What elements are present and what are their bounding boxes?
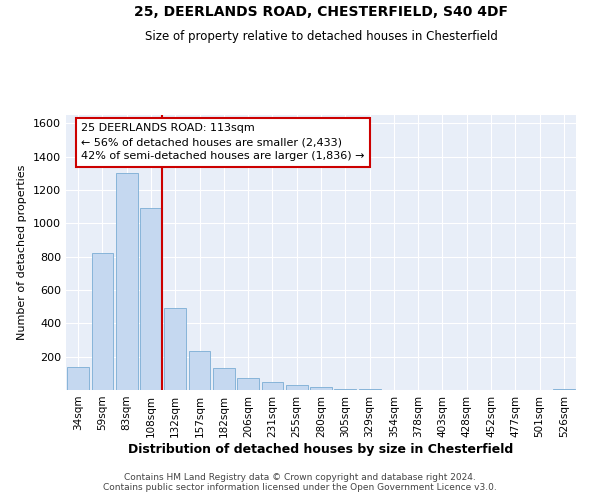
Bar <box>310 386 332 390</box>
Bar <box>116 174 137 390</box>
Bar <box>188 351 211 390</box>
Bar <box>553 388 575 390</box>
Text: 25 DEERLANDS ROAD: 113sqm
← 56% of detached houses are smaller (2,433)
42% of se: 25 DEERLANDS ROAD: 113sqm ← 56% of detac… <box>82 123 365 161</box>
Bar <box>334 388 356 390</box>
Bar <box>140 208 162 390</box>
Y-axis label: Number of detached properties: Number of detached properties <box>17 165 28 340</box>
Bar <box>359 388 380 390</box>
Text: Size of property relative to detached houses in Chesterfield: Size of property relative to detached ho… <box>145 30 497 43</box>
Bar <box>164 308 186 390</box>
Text: Distribution of detached houses by size in Chesterfield: Distribution of detached houses by size … <box>128 442 514 456</box>
Bar <box>91 254 113 390</box>
Bar <box>67 366 89 390</box>
Bar <box>237 378 259 390</box>
Text: 25, DEERLANDS ROAD, CHESTERFIELD, S40 4DF: 25, DEERLANDS ROAD, CHESTERFIELD, S40 4D… <box>134 5 508 19</box>
Bar <box>262 382 283 390</box>
Bar <box>286 385 308 390</box>
Text: Contains public sector information licensed under the Open Government Licence v3: Contains public sector information licen… <box>103 482 497 492</box>
Bar <box>213 368 235 390</box>
Text: Contains HM Land Registry data © Crown copyright and database right 2024.: Contains HM Land Registry data © Crown c… <box>124 472 476 482</box>
